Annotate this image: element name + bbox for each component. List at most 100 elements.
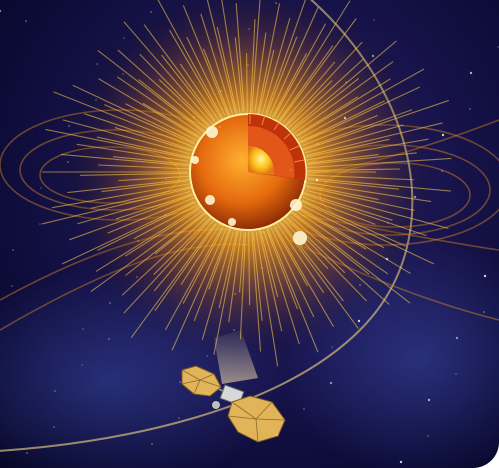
star <box>455 336 459 340</box>
star <box>427 398 431 402</box>
corona-ray <box>77 190 191 225</box>
corona-ray <box>138 79 206 133</box>
corona-ray <box>41 187 193 225</box>
corona-ray <box>169 29 223 120</box>
star <box>54 390 56 392</box>
corona-ray <box>239 231 247 340</box>
star <box>206 355 208 357</box>
corona-ray <box>104 104 196 145</box>
corona-ray <box>265 0 306 114</box>
star <box>96 63 98 65</box>
corona-ray <box>305 184 379 200</box>
corona-ray <box>101 180 188 193</box>
corona-ray <box>95 205 202 272</box>
solar-panel-right <box>227 395 286 443</box>
star <box>26 452 28 454</box>
corona-ray <box>62 119 191 155</box>
corona-ray <box>113 156 189 166</box>
corona-ray <box>248 230 251 306</box>
corona-ray <box>90 186 191 209</box>
corona-ray <box>201 231 235 340</box>
corona-ray <box>180 223 221 285</box>
corona-ray <box>306 168 400 172</box>
corona-ray <box>60 153 190 167</box>
corona-ray <box>186 36 226 116</box>
star <box>233 329 235 331</box>
solar-panel-left <box>181 365 222 397</box>
corona-ray <box>302 191 393 221</box>
corona-ray <box>297 205 411 275</box>
star <box>68 125 70 127</box>
corona-ray <box>295 96 359 137</box>
star <box>234 293 236 295</box>
corona-ray <box>305 138 429 161</box>
corona-ray <box>84 113 195 152</box>
star <box>357 319 361 323</box>
star <box>343 116 347 120</box>
corona-ray <box>234 37 244 113</box>
corona-ray <box>118 175 190 182</box>
corona-ray <box>252 232 263 321</box>
corona-ray <box>291 212 370 275</box>
corona-ray <box>133 203 199 240</box>
star <box>483 274 487 278</box>
star <box>178 417 180 419</box>
corona-ray <box>291 40 397 130</box>
corona-ray <box>276 223 325 294</box>
corona-ray <box>279 18 357 122</box>
corona-ray <box>292 208 389 275</box>
corona-ray <box>45 128 192 160</box>
star <box>469 71 473 75</box>
star <box>413 195 417 199</box>
corona-ray <box>304 124 404 154</box>
corona-ray <box>266 228 298 310</box>
corona-ray <box>114 127 191 152</box>
star <box>317 143 319 145</box>
star <box>150 11 152 13</box>
corona-ray <box>278 220 359 329</box>
corona-ray <box>72 84 195 144</box>
star <box>427 435 429 437</box>
star <box>81 364 83 366</box>
star <box>329 381 333 385</box>
star <box>345 81 347 83</box>
corona-ray <box>107 196 197 234</box>
sun-core <box>248 145 275 175</box>
corona-ray <box>308 179 399 190</box>
corona-ray <box>257 3 281 115</box>
corona-ray <box>76 143 189 162</box>
corona-ray <box>251 229 262 352</box>
corona-ray <box>235 3 245 112</box>
corona-ray <box>97 201 197 251</box>
star <box>399 460 403 464</box>
corona-ray <box>305 157 452 169</box>
corona-ray <box>97 50 206 134</box>
corona-ray <box>291 211 411 304</box>
corona-ray <box>301 109 413 150</box>
star <box>387 222 389 224</box>
star <box>205 391 207 393</box>
corona-ray <box>216 26 238 116</box>
star <box>164 214 166 216</box>
corona-ray <box>278 45 334 122</box>
corona-ray <box>268 7 319 118</box>
corona-ray <box>143 24 216 121</box>
star <box>248 28 250 30</box>
corona-ray <box>297 207 367 250</box>
star <box>247 64 249 66</box>
star <box>109 302 111 304</box>
star <box>12 249 14 251</box>
star <box>108 338 110 340</box>
corona-ray <box>125 211 206 276</box>
corona-ray <box>69 194 194 241</box>
corona-ray <box>139 53 212 128</box>
corona-ray <box>263 230 300 345</box>
corona-ray <box>154 223 218 311</box>
corona-ray <box>259 228 279 298</box>
corona-ray <box>285 215 346 274</box>
corona-ray <box>158 79 209 127</box>
corona-ray <box>307 177 451 192</box>
star <box>82 328 84 330</box>
